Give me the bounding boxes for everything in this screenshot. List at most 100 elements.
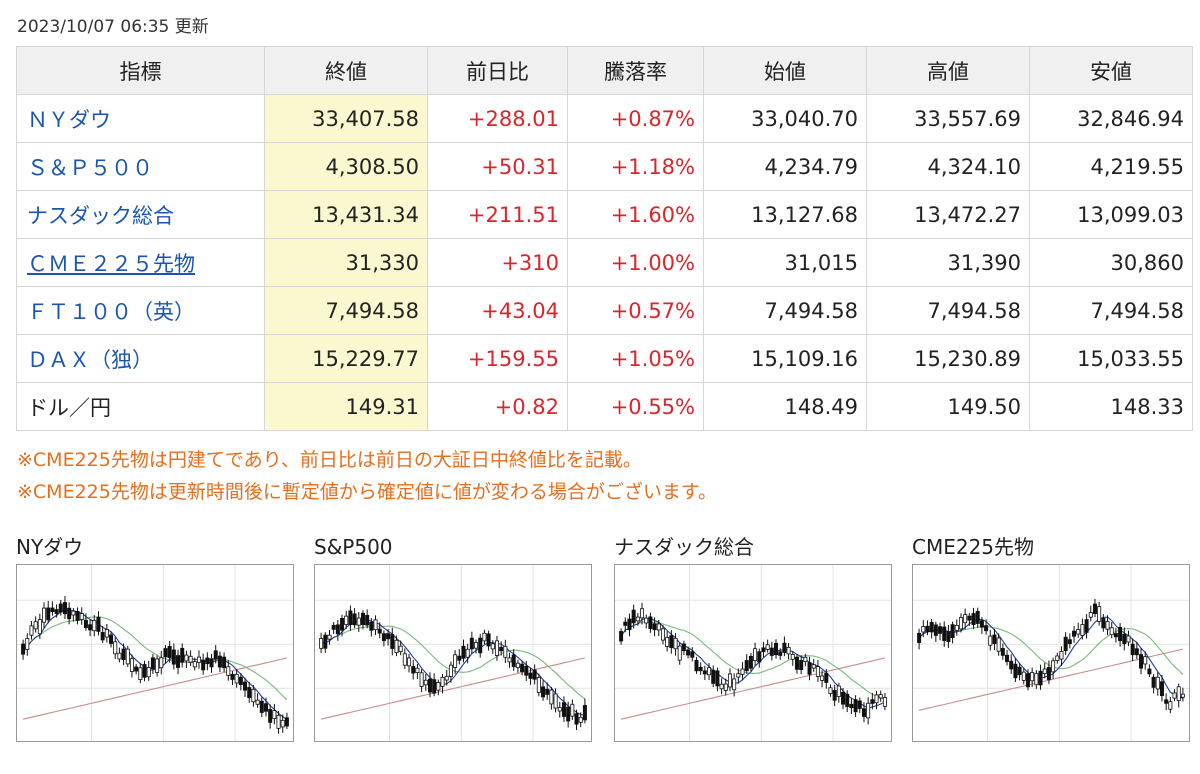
candle-body (381, 633, 386, 642)
candle-body (1092, 603, 1097, 614)
close-value: 13,431.34 (264, 190, 428, 239)
candle-body (96, 616, 101, 632)
candle-body (507, 657, 512, 663)
candle-body (917, 632, 922, 643)
candle-body (448, 664, 453, 677)
candle-body (222, 656, 227, 669)
candle-body (574, 713, 579, 725)
header-high: 高値 (866, 46, 1030, 95)
ma-long-line (320, 657, 586, 720)
candle-body (142, 664, 147, 678)
chart-frame[interactable] (16, 564, 294, 742)
candle-body (794, 656, 799, 670)
chart-sp500: S&P500 (314, 534, 592, 742)
candle-body (769, 647, 774, 656)
change-value: +43.04 (427, 286, 568, 335)
chart-title: S&P500 (314, 535, 393, 559)
candle-body (92, 619, 97, 632)
row-link-ny-dow[interactable]: ＮＹダウ (16, 94, 265, 143)
candle-body (828, 687, 833, 694)
rate-value: +0.57% (567, 286, 704, 335)
candle-body (660, 628, 665, 641)
candle-body (619, 631, 624, 642)
candle-body (979, 620, 984, 628)
candle-body (623, 621, 628, 626)
candle-body (635, 616, 640, 622)
candle-body (129, 658, 134, 672)
candle-body (686, 649, 691, 656)
candle-body (1118, 626, 1123, 642)
table-row: ドル／円 149.31 +0.82 +0.55% 148.49 149.50 1… (16, 382, 1193, 431)
candle-body (247, 687, 252, 699)
candle-body (557, 707, 562, 712)
candle-body (205, 657, 210, 665)
candle-body (656, 623, 661, 631)
candle-body (778, 651, 783, 656)
chart-frame[interactable] (314, 564, 592, 742)
candle-body (348, 610, 353, 626)
candle-body (1042, 668, 1047, 674)
candle-body (874, 694, 879, 704)
candle-body (515, 662, 520, 668)
candle-body (104, 629, 109, 638)
candle-body (799, 660, 804, 671)
candle-body (201, 659, 206, 671)
chart-frame[interactable] (912, 564, 1190, 742)
close-value: 7,494.58 (264, 286, 428, 335)
candle-body (1143, 656, 1148, 665)
candle-body (1076, 629, 1081, 635)
candle-body (50, 607, 55, 613)
candle-body (369, 621, 374, 631)
candle-body (365, 614, 370, 626)
candle-body (415, 667, 420, 673)
row-link-cme225[interactable]: ＣＭＥ２２５先物 (16, 238, 265, 287)
chart-grid (315, 565, 591, 741)
candle-body (503, 645, 508, 658)
candle-body (251, 688, 256, 703)
candle-body (971, 613, 976, 626)
candle-body (340, 618, 345, 631)
candle-body (427, 678, 432, 693)
row-link-dax[interactable]: ＤＡＸ（独） (16, 334, 265, 383)
row-link-ft100[interactable]: ＦＴ１００（英） (16, 286, 265, 335)
candle-body (440, 676, 445, 687)
candle-body (992, 634, 997, 644)
candle-body (226, 666, 231, 676)
table-row: ＦＴ１００（英） 7,494.58 +43.04 +0.57% 7,494.58… (16, 286, 1193, 335)
candle-body (373, 619, 378, 631)
candle-body (482, 632, 487, 642)
candle-body (163, 648, 168, 658)
candle-body (71, 610, 76, 616)
open-value: 4,234.79 (703, 142, 867, 191)
low-value: 13,099.03 (1029, 190, 1193, 239)
candle-body (921, 626, 926, 633)
candle-body (582, 705, 587, 721)
candle-body (845, 693, 850, 707)
notes: ※CME225先物は円建てであり、前日比は前日の大証日中終値比を記載。 ※CME… (17, 444, 717, 508)
chart-frame[interactable] (614, 564, 892, 742)
candle-body (841, 691, 846, 705)
candle-body (134, 666, 139, 672)
low-value: 7,494.58 (1029, 286, 1193, 335)
ma-mid-line (320, 625, 586, 700)
candle-body (967, 615, 972, 621)
candle-body (155, 658, 160, 673)
candle-body (121, 648, 126, 661)
row-link-sp500[interactable]: Ｓ＆Ｐ５００ (16, 142, 265, 191)
candle-body (1101, 618, 1106, 629)
candle-body (1088, 612, 1093, 618)
candle-body (925, 625, 930, 632)
candle-body (46, 607, 51, 621)
row-link-nasdaq[interactable]: ナスダック総合 (16, 190, 265, 239)
candle-body (1017, 666, 1022, 676)
candle-body (520, 663, 525, 673)
candle-body (1126, 635, 1131, 643)
candles (21, 596, 289, 734)
open-value: 33,040.70 (703, 94, 867, 143)
candle-body (209, 658, 214, 668)
candle-body (319, 638, 324, 649)
candle-body (238, 676, 243, 686)
candle-body (677, 645, 682, 661)
candle-body (192, 661, 197, 668)
candle-body (882, 697, 887, 707)
